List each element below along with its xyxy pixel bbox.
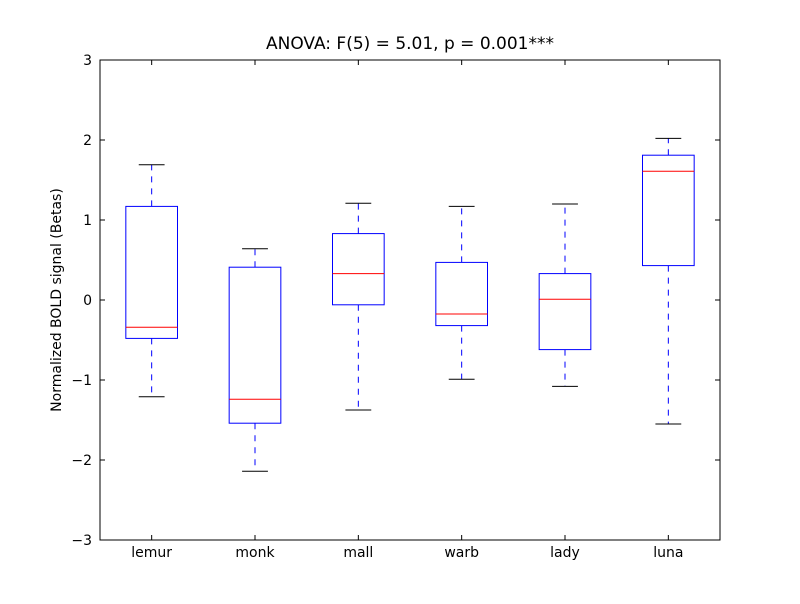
x-tick-label: warb xyxy=(444,545,479,561)
box-lemur xyxy=(125,205,179,339)
box-luna xyxy=(642,154,695,267)
x-tick-label: luna xyxy=(653,545,683,561)
x-tick-label: lemur xyxy=(131,545,172,561)
y-tick-label: 1 xyxy=(83,213,92,229)
y-tick-label: −1 xyxy=(71,373,92,389)
box-monk xyxy=(228,266,282,424)
box-warb xyxy=(435,261,489,327)
y-tick-label: 2 xyxy=(83,133,92,149)
x-tick-label: mall xyxy=(343,545,373,561)
y-axis-label: Normalized BOLD signal (Betas) xyxy=(49,188,65,412)
x-tick-label: monk xyxy=(235,545,275,561)
plot-frame xyxy=(99,59,721,541)
box-mall xyxy=(332,233,385,306)
y-tick-label: −2 xyxy=(71,453,92,469)
y-tick-label: 3 xyxy=(83,53,92,69)
y-tick-label: −3 xyxy=(71,533,92,549)
box-lady xyxy=(538,273,592,351)
y-tick-label: 0 xyxy=(83,293,92,309)
chart-title: ANOVA: F(5) = 5.01, p = 0.001*** xyxy=(266,34,554,54)
x-tick-label: lady xyxy=(550,545,580,561)
